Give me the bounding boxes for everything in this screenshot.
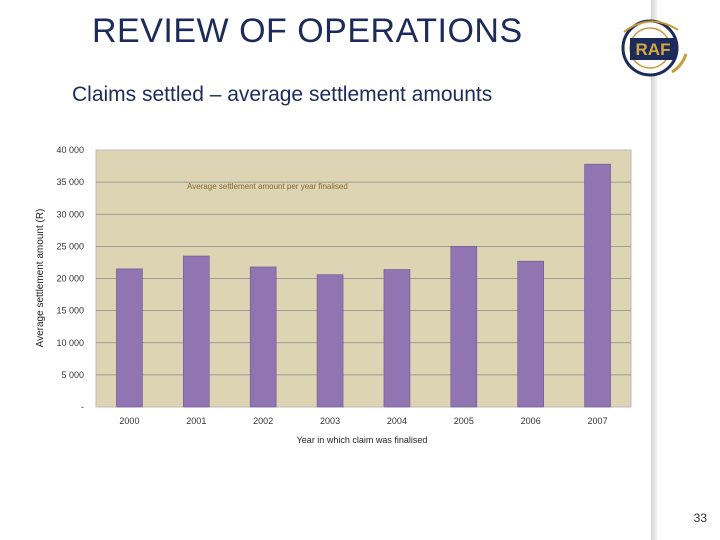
bar-2000 <box>116 268 143 408</box>
y-tick-label: 35 000 <box>56 177 84 187</box>
y-tick-label: 5 000 <box>61 370 84 380</box>
x-tick-label: 2004 <box>387 416 407 426</box>
y-tick-label: 30 000 <box>56 209 84 219</box>
y-tick-label: 40 000 <box>56 145 84 155</box>
x-axis-label: Year in which claim was finalised <box>297 435 428 445</box>
y-tick-label: 15 000 <box>56 306 84 316</box>
x-tick-label: 2006 <box>521 416 541 426</box>
svg-text:RAF: RAF <box>636 40 671 59</box>
bar-2006 <box>517 260 544 408</box>
bar-2007 <box>584 163 611 408</box>
bar-2004 <box>383 269 411 408</box>
y-tick-label: 20 000 <box>56 274 84 284</box>
bar-2001 <box>183 255 210 408</box>
y-tick-label: 10 000 <box>56 338 84 348</box>
slide-title: REVIEW OF OPERATIONS <box>92 12 523 50</box>
page-number: 33 <box>693 511 707 525</box>
right-decorative-band <box>651 0 657 540</box>
x-tick-label: 2005 <box>454 416 474 426</box>
raf-logo: RAF <box>621 19 688 77</box>
x-tick-label: 2007 <box>588 416 608 426</box>
bar-2003 <box>316 274 344 408</box>
x-tick-label: 2002 <box>253 416 273 426</box>
bar-2002 <box>249 266 277 408</box>
x-tick-label: 2001 <box>186 416 206 426</box>
bars <box>116 163 611 408</box>
y-tick-label: - <box>81 402 84 412</box>
y-axis-label: Average settlement amount (R) <box>35 209 46 348</box>
slide-subtitle: Claims settled – average settlement amou… <box>72 83 493 106</box>
bar-2005 <box>450 246 478 408</box>
y-tick-label: 25 000 <box>56 241 84 251</box>
chart-annotation: Average settlement amount per year final… <box>187 182 348 191</box>
x-tick-label: 2000 <box>119 416 139 426</box>
y-tick-labels: - 5 000 10 000 15 000 20 000 25 000 30 000 35 0… <box>56 145 84 412</box>
x-tick-labels: 2000 2001 2002 2003 2004 2005 2006 2007 <box>119 416 607 426</box>
x-tick-label: 2003 <box>320 416 340 426</box>
